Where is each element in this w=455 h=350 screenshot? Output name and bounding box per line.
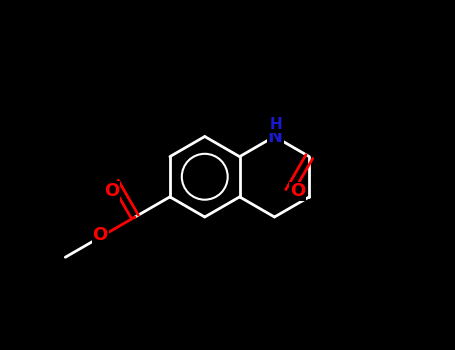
Text: N: N <box>268 127 283 146</box>
Text: O: O <box>104 182 119 200</box>
Text: O: O <box>92 226 108 244</box>
Text: H: H <box>269 117 282 132</box>
Text: O: O <box>290 182 306 201</box>
